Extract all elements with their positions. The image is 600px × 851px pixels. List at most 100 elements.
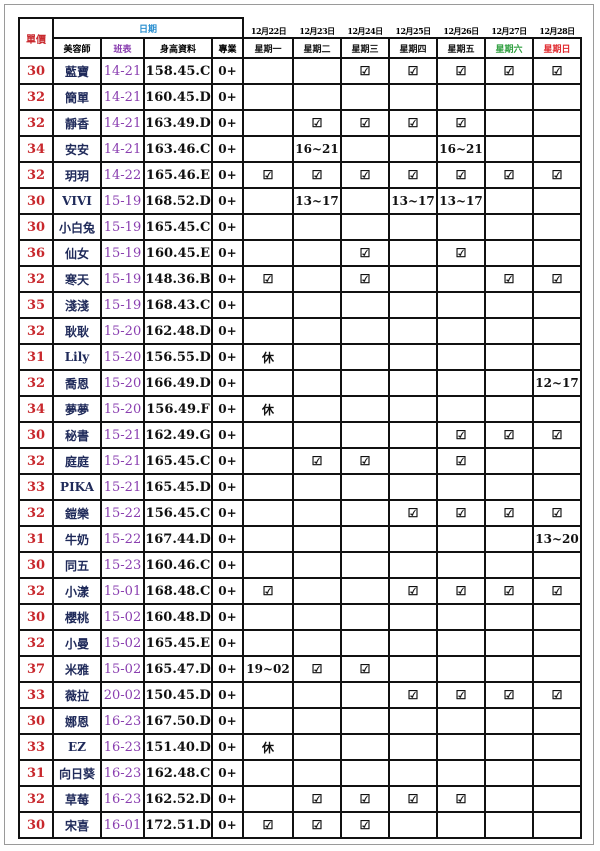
cell-price: 33: [18, 681, 54, 709]
check-icon: ☑: [340, 57, 391, 85]
cell-name: EZ: [52, 733, 102, 761]
cell-day: [532, 343, 583, 371]
cell-day: [436, 369, 487, 397]
cell-height: 162.48.C: [143, 759, 213, 787]
cell-day: [388, 525, 439, 553]
cell-day: [340, 525, 391, 553]
cell-day: [436, 395, 487, 423]
check-icon: ☑: [484, 681, 535, 709]
cell-pro: 0+: [210, 785, 245, 813]
cell-day: [388, 135, 439, 163]
schedule-table: 單價 日期 12月22日 12月23日 12月24日 12月25日 12月26日 12月2…: [18, 17, 583, 839]
cell-name: 簡單: [52, 83, 102, 111]
cell-pro: 0+: [210, 83, 245, 111]
cell-day: [242, 707, 295, 735]
cell-name: 櫻桃: [52, 603, 102, 631]
cell-day: [436, 265, 487, 293]
cell-height: 163.49.D: [143, 109, 213, 137]
cell-day: 13~17: [436, 187, 487, 215]
cell-price: 31: [18, 525, 54, 553]
cell-pro: 0+: [210, 265, 245, 293]
table-row: 33 EZ 16-23 151.40.D 0+ 休: [18, 733, 583, 761]
cell-day: [436, 213, 487, 241]
check-icon: ☑: [292, 655, 343, 683]
cell-height: 168.52.D: [143, 187, 213, 215]
cell-day: [292, 603, 343, 631]
cell-price: 31: [18, 759, 54, 787]
cell-day: [388, 707, 439, 735]
header-date-1: 12月23日: [293, 18, 342, 39]
cell-height: 148.36.B: [143, 265, 213, 293]
cell-day: [532, 239, 583, 267]
header-date-group: 日期: [51, 17, 245, 39]
cell-schedule: 15-02: [100, 603, 145, 631]
cell-day: [484, 603, 535, 631]
check-icon: ☑: [436, 499, 487, 527]
cell-height: 172.51.D: [143, 811, 213, 839]
cell-name: 娜恩: [52, 707, 102, 735]
table-row: 32 鎧樂 15-22 156.45.C 0+ ☑ ☑ ☑ ☑: [18, 499, 583, 527]
cell-name: 宋喜: [52, 811, 102, 839]
cell-day: [532, 551, 583, 579]
cell-day: [484, 707, 535, 735]
cell-day: 19~02: [242, 655, 295, 683]
cell-day: [388, 213, 439, 241]
cell-day: [340, 421, 391, 449]
cell-day: [242, 499, 295, 527]
cell-height: 156.45.C: [143, 499, 213, 527]
cell-day: [436, 343, 487, 371]
cell-day: [242, 239, 295, 267]
cell-day: [340, 213, 391, 241]
cell-day: [388, 265, 439, 293]
cell-schedule: 15-02: [100, 629, 145, 657]
cell-name: 鎧樂: [52, 499, 102, 527]
cell-height: 168.43.C: [143, 291, 213, 319]
cell-name: 靜香: [52, 109, 102, 137]
cell-day: [340, 499, 391, 527]
cell-height: 151.40.D: [143, 733, 213, 761]
cell-day: [340, 473, 391, 501]
cell-day: 13~17: [388, 187, 439, 215]
cell-name: 向日葵: [52, 759, 102, 787]
cell-day: [532, 603, 583, 631]
header-weekday-4: 星期五: [436, 37, 487, 59]
cell-schedule: 15-20: [100, 317, 145, 345]
cell-name: Lily: [52, 343, 102, 371]
cell-day: [388, 603, 439, 631]
cell-day: [388, 551, 439, 579]
cell-pro: 0+: [210, 525, 245, 553]
table-row: 32 小漾 15-01 168.48.C 0+ ☑ ☑ ☑ ☑ ☑: [18, 577, 583, 605]
cell-day: [484, 213, 535, 241]
cell-pro: 0+: [210, 369, 245, 397]
check-icon: ☑: [388, 109, 439, 137]
table-row: 37 米雅 15-02 165.47.D 0+ 19~02 ☑ ☑: [18, 655, 583, 683]
cell-schedule: 15-19: [100, 239, 145, 267]
cell-day: [242, 213, 295, 241]
cell-day: [532, 811, 583, 839]
check-icon: ☑: [242, 811, 295, 839]
cell-pro: 0+: [210, 681, 245, 709]
cell-day: [242, 681, 295, 709]
cell-pro: 0+: [210, 109, 245, 137]
check-icon: ☑: [436, 785, 487, 813]
cell-pro: 0+: [210, 213, 245, 241]
check-icon: ☑: [532, 421, 583, 449]
check-icon: ☑: [242, 265, 295, 293]
cell-schedule: 15-19: [100, 291, 145, 319]
cell-day: [292, 733, 343, 761]
cell-day: [292, 83, 343, 111]
cell-day: [436, 291, 487, 319]
cell-price: 31: [18, 343, 54, 371]
cell-day: [532, 707, 583, 735]
cell-day: 休: [242, 395, 295, 423]
cell-day: [388, 421, 439, 449]
cell-day: [242, 135, 295, 163]
cell-day: [484, 785, 535, 813]
cell-price: 32: [18, 785, 54, 813]
cell-day: [388, 759, 439, 787]
cell-day: [484, 395, 535, 423]
header-date-0: 12月22日: [243, 18, 294, 39]
check-icon: ☑: [340, 785, 391, 813]
cell-pro: 0+: [210, 57, 245, 85]
cell-pro: 0+: [210, 317, 245, 345]
